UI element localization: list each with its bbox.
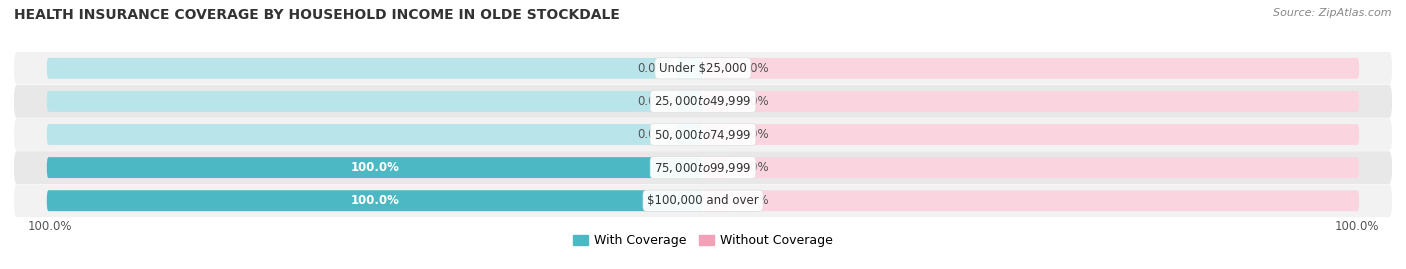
FancyBboxPatch shape [14,118,1392,151]
Text: 100.0%: 100.0% [1334,220,1379,233]
Text: 0.0%: 0.0% [637,62,666,75]
Text: HEALTH INSURANCE COVERAGE BY HOUSEHOLD INCOME IN OLDE STOCKDALE: HEALTH INSURANCE COVERAGE BY HOUSEHOLD I… [14,8,620,22]
Legend: With Coverage, Without Coverage: With Coverage, Without Coverage [568,229,838,252]
Text: 100.0%: 100.0% [350,194,399,207]
FancyBboxPatch shape [703,157,730,178]
FancyBboxPatch shape [703,124,1360,145]
Text: 0.0%: 0.0% [637,128,666,141]
Text: 0.0%: 0.0% [740,95,769,108]
FancyBboxPatch shape [676,124,703,145]
Text: Under $25,000: Under $25,000 [659,62,747,75]
FancyBboxPatch shape [703,190,730,211]
Text: 0.0%: 0.0% [637,95,666,108]
Text: $50,000 to $74,999: $50,000 to $74,999 [654,128,752,141]
FancyBboxPatch shape [46,190,703,211]
FancyBboxPatch shape [46,124,703,145]
Text: 0.0%: 0.0% [740,62,769,75]
FancyBboxPatch shape [46,157,703,178]
Text: $100,000 and over: $100,000 and over [647,194,759,207]
FancyBboxPatch shape [703,124,730,145]
Text: 0.0%: 0.0% [740,194,769,207]
FancyBboxPatch shape [46,58,703,79]
FancyBboxPatch shape [676,58,703,79]
FancyBboxPatch shape [14,52,1392,85]
FancyBboxPatch shape [703,58,730,79]
FancyBboxPatch shape [703,157,1360,178]
FancyBboxPatch shape [703,190,1360,211]
FancyBboxPatch shape [676,91,703,112]
FancyBboxPatch shape [14,184,1392,217]
Text: $75,000 to $99,999: $75,000 to $99,999 [654,161,752,175]
Text: 0.0%: 0.0% [740,161,769,174]
FancyBboxPatch shape [14,151,1392,184]
FancyBboxPatch shape [703,91,1360,112]
Text: 0.0%: 0.0% [740,128,769,141]
FancyBboxPatch shape [703,91,730,112]
Text: $25,000 to $49,999: $25,000 to $49,999 [654,94,752,108]
FancyBboxPatch shape [46,190,703,211]
FancyBboxPatch shape [46,91,703,112]
FancyBboxPatch shape [703,58,1360,79]
Text: 100.0%: 100.0% [350,161,399,174]
FancyBboxPatch shape [14,85,1392,118]
Text: Source: ZipAtlas.com: Source: ZipAtlas.com [1274,8,1392,18]
FancyBboxPatch shape [46,157,703,178]
Text: 100.0%: 100.0% [27,220,72,233]
